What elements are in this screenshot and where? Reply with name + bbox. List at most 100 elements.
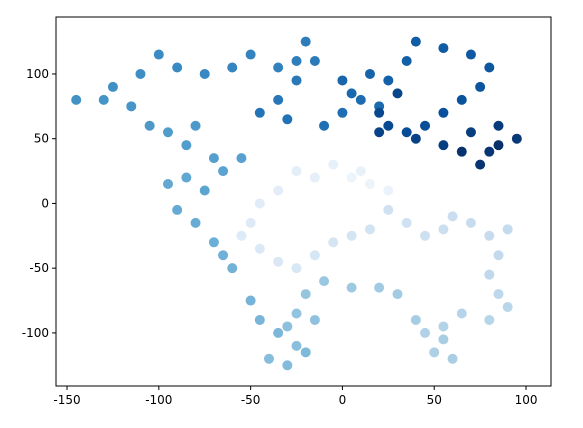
- x-tick-label: 50: [427, 393, 442, 407]
- point: [346, 282, 357, 293]
- point: [309, 172, 320, 183]
- point: [273, 327, 284, 338]
- point: [254, 314, 265, 325]
- point: [254, 107, 265, 118]
- point: [328, 237, 339, 248]
- point: [493, 120, 504, 131]
- point: [71, 94, 82, 105]
- point: [227, 62, 238, 73]
- point: [199, 68, 210, 79]
- point: [300, 289, 311, 300]
- point: [410, 133, 421, 144]
- point: [208, 237, 219, 248]
- point: [383, 185, 394, 196]
- x-tick-label: 100: [515, 393, 538, 407]
- point: [364, 224, 375, 235]
- x-tick-label: -100: [145, 393, 172, 407]
- point: [273, 185, 284, 196]
- point: [263, 353, 274, 364]
- y-tick-label: 50: [34, 132, 49, 146]
- point: [438, 43, 449, 54]
- point: [162, 127, 173, 138]
- x-tick-label: -50: [241, 393, 261, 407]
- point: [218, 166, 229, 177]
- point: [337, 107, 348, 118]
- point: [245, 49, 256, 60]
- point: [282, 321, 293, 332]
- point: [475, 159, 486, 170]
- point: [254, 198, 265, 209]
- x-tick-label: -150: [53, 393, 80, 407]
- point: [227, 263, 238, 274]
- point: [309, 56, 320, 67]
- y-tick-label: 0: [41, 196, 49, 210]
- point: [438, 140, 449, 151]
- point: [98, 94, 109, 105]
- point: [245, 295, 256, 306]
- point: [273, 94, 284, 105]
- point: [465, 49, 476, 60]
- point: [374, 127, 385, 138]
- point: [484, 146, 495, 157]
- point: [355, 94, 366, 105]
- point: [236, 153, 247, 164]
- point: [475, 81, 486, 92]
- point: [383, 204, 394, 215]
- point: [273, 256, 284, 267]
- point: [346, 230, 357, 241]
- point: [236, 230, 247, 241]
- plot-frame: [55, 16, 552, 387]
- point: [126, 101, 137, 112]
- point: [364, 68, 375, 79]
- point: [438, 321, 449, 332]
- point: [493, 140, 504, 151]
- point: [484, 230, 495, 241]
- point: [374, 107, 385, 118]
- point: [291, 263, 302, 274]
- point: [300, 36, 311, 47]
- point: [282, 114, 293, 125]
- point: [410, 36, 421, 47]
- point: [420, 120, 431, 131]
- point: [144, 120, 155, 131]
- point: [107, 81, 118, 92]
- point: [337, 75, 348, 86]
- point: [484, 269, 495, 280]
- point: [355, 166, 366, 177]
- point: [309, 250, 320, 261]
- point: [484, 314, 495, 325]
- point: [465, 217, 476, 228]
- point: [218, 250, 229, 261]
- point: [456, 146, 467, 157]
- point: [438, 224, 449, 235]
- point: [392, 289, 403, 300]
- point: [319, 276, 330, 287]
- point: [282, 360, 293, 371]
- point: [493, 289, 504, 300]
- point: [383, 75, 394, 86]
- point: [291, 166, 302, 177]
- point: [484, 62, 495, 73]
- point: [181, 172, 192, 183]
- point: [502, 302, 513, 313]
- point: [291, 75, 302, 86]
- point: [291, 308, 302, 319]
- point: [309, 314, 320, 325]
- point: [135, 68, 146, 79]
- point: [392, 88, 403, 99]
- x-tick-label: 0: [339, 393, 347, 407]
- y-tick-label: 100: [26, 67, 49, 81]
- point: [493, 250, 504, 261]
- point: [447, 353, 458, 364]
- point: [162, 179, 173, 190]
- point: [245, 217, 256, 228]
- point: [291, 56, 302, 67]
- point: [328, 159, 339, 170]
- point: [254, 243, 265, 254]
- point: [190, 217, 201, 228]
- point: [465, 127, 476, 138]
- point: [410, 314, 421, 325]
- point: [447, 211, 458, 222]
